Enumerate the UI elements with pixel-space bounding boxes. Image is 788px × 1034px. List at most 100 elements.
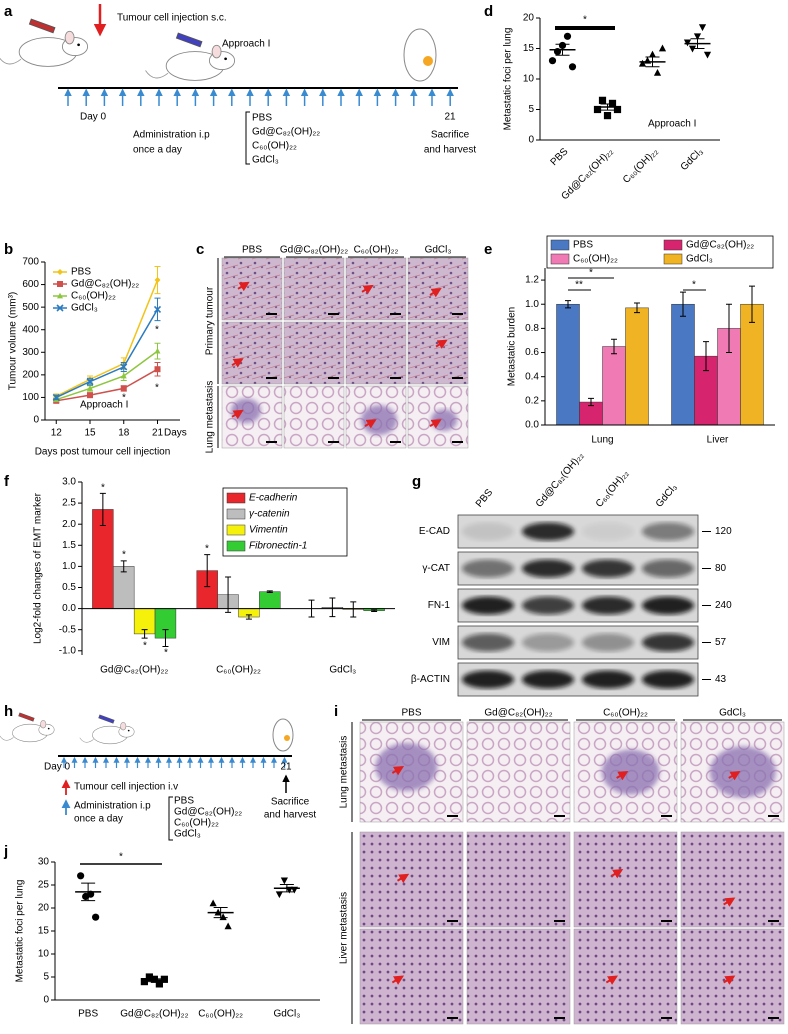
red-arrow — [231, 409, 244, 420]
legend-label: Gd@C₈₂(OH)₂₂ — [71, 279, 139, 290]
micrograph — [466, 831, 571, 928]
y-tick-label: 0.8 — [525, 323, 539, 334]
x-tick-label: Liver — [707, 435, 729, 446]
micrograph — [680, 831, 785, 928]
data-point — [140, 978, 148, 986]
row-label: FN-1 — [428, 600, 451, 611]
micrograph — [573, 831, 678, 928]
column-label: C₆₀(OH)₂₂ — [603, 708, 648, 719]
y-tick-label: 0.5 — [62, 582, 76, 593]
y-tick-label: 100 — [22, 392, 39, 403]
red-arrow — [728, 770, 741, 781]
significance-mark: * — [155, 383, 159, 394]
start-label: Day 0 — [44, 762, 71, 773]
x-tick-label: Gd@C₈₂(OH)₂₂ — [100, 665, 168, 676]
blot-band — [462, 596, 514, 615]
blot-band — [642, 522, 694, 541]
y-tick-label: 1.0 — [525, 299, 539, 310]
administration-label: once a day — [74, 814, 123, 825]
error-bar — [225, 576, 232, 613]
row-label: VIM — [432, 637, 450, 648]
note: Approach I — [80, 400, 128, 411]
size-label: 80 — [715, 563, 727, 574]
mouse-body — [272, 718, 294, 752]
data-point — [77, 872, 85, 880]
error-bar — [611, 338, 617, 355]
y-tick-label: 10 — [38, 949, 50, 960]
error-bar — [141, 629, 148, 639]
treatment-label: GdCl₃ — [252, 155, 279, 166]
legend-marker — [57, 292, 63, 299]
y-tick-label: 500 — [22, 302, 39, 313]
blot-band — [582, 522, 634, 541]
error-bar — [645, 56, 660, 68]
start-label: Day 0 — [80, 112, 107, 123]
red-arrow — [361, 284, 374, 295]
column-label: GdCl₃ — [425, 245, 452, 256]
error-bar — [120, 560, 127, 573]
legend-label: GdCl₃ — [71, 303, 98, 314]
syringe — [18, 712, 35, 722]
treatment-label: Gd@C₈₂(OH)₂₂ — [252, 127, 320, 138]
y-tick-label: -0.5 — [59, 624, 77, 635]
significance-mark: * — [205, 544, 209, 555]
data-point — [568, 63, 577, 71]
data-point — [703, 51, 712, 59]
legend-label: C₆₀(OH)₂₂ — [71, 291, 116, 302]
blot-band — [582, 633, 634, 652]
y-tick-label: 1.5 — [62, 540, 76, 551]
legend-label: C₆₀(OH)₂₂ — [573, 254, 618, 265]
column-label: PBS — [242, 245, 262, 256]
data-point — [688, 45, 697, 53]
micrograph — [407, 257, 469, 321]
x-tick-label: Lung — [591, 435, 613, 446]
data-point — [653, 68, 662, 76]
data-point — [154, 366, 161, 373]
blot-band — [582, 670, 634, 689]
blot-band — [522, 670, 574, 689]
error-bar — [565, 300, 571, 309]
panel-label: j — [3, 843, 8, 860]
data-point — [613, 105, 622, 114]
data-point — [693, 33, 702, 41]
red-arrow — [231, 358, 244, 368]
legend-label: Gd@C₈₂(OH)₂₂ — [686, 240, 754, 251]
mouse-ear — [64, 30, 75, 45]
bar — [556, 303, 580, 426]
y-tick-label: 300 — [22, 347, 39, 358]
error-bar — [266, 590, 273, 594]
error-bar — [162, 629, 169, 648]
blot-band — [462, 670, 514, 689]
x-tick-label: Gd@C₈₂(OH)₂₂ — [120, 1009, 188, 1020]
data-point — [154, 347, 161, 354]
x-tick-label: PBS — [78, 1009, 98, 1020]
significance-mark: * — [589, 268, 593, 279]
error-bar — [81, 882, 96, 902]
legend-marker — [57, 281, 63, 287]
harvest-label: Sacrifice — [271, 797, 310, 808]
error-bar — [371, 609, 378, 613]
mouse-ear — [120, 722, 127, 731]
y-tick-label: -1.0 — [59, 645, 77, 656]
lesion — [430, 409, 458, 432]
legend-label: PBS — [71, 267, 91, 278]
y-tick-label: 5 — [528, 104, 534, 115]
column-label: GdCl₃ — [719, 708, 746, 719]
series-line — [55, 279, 159, 397]
y-tick-label: 600 — [22, 279, 39, 290]
y-axis-label: Tumour volume (mm³) — [8, 292, 19, 391]
data-point — [698, 24, 707, 32]
treatment-label: C₆₀(OH)₂₂ — [252, 141, 297, 152]
lane-label: GdCl₃ — [654, 482, 680, 510]
blot-band — [642, 670, 694, 689]
data-point — [87, 392, 93, 399]
y-tick-label: 0 — [43, 995, 49, 1006]
lane-label: PBS — [474, 487, 496, 510]
legend-label: Fibronectin-1 — [249, 541, 307, 552]
blot-band — [522, 633, 574, 652]
mouse-body — [403, 28, 437, 82]
micrograph — [407, 321, 469, 385]
harvest-label: and harvest — [264, 810, 316, 821]
red-arrow — [396, 873, 410, 884]
